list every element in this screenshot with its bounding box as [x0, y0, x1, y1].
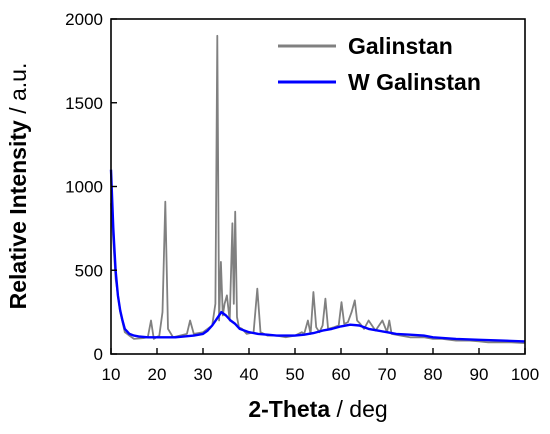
legend-label-galinstan: Galinstan	[348, 33, 453, 59]
legend: Galinstan W Galinstan	[278, 33, 481, 95]
y-axis-title: Relative Intensity / a.u.	[5, 63, 31, 310]
x-tick-label: 10	[102, 365, 121, 384]
series-layer	[109, 34, 526, 344]
x-tick-label: 70	[378, 365, 397, 384]
x-axis-title: 2-Theta / deg	[248, 396, 387, 422]
y-axis-title-main: Relative Intensity	[5, 120, 31, 309]
legend-label-w-galinstan: W Galinstan	[348, 69, 481, 95]
y-tick-label: 0	[94, 345, 103, 364]
y-tick-label: 1500	[65, 94, 103, 113]
x-tick-label: 80	[424, 365, 443, 384]
y-axis: 0 500 1000 1500 2000	[65, 10, 117, 364]
x-tick-label: 100	[511, 365, 539, 384]
x-tick-label: 60	[332, 365, 351, 384]
x-tick-label: 40	[240, 365, 259, 384]
x-axis-title-unit: / deg	[330, 396, 388, 422]
y-axis-title-unit: / a.u.	[5, 63, 31, 121]
x-tick-label: 50	[286, 365, 305, 384]
x-axis: 10 20 30 40 50 60 70 80 90 100	[102, 348, 539, 384]
series-line-w-galinstan	[109, 169, 526, 343]
x-axis-title-main: 2-Theta	[248, 396, 330, 422]
y-tick-label: 500	[75, 261, 103, 280]
y-tick-label: 2000	[65, 10, 103, 29]
y-tick-label: 1000	[65, 178, 103, 197]
x-tick-label: 20	[148, 365, 167, 384]
x-tick-label: 90	[470, 365, 489, 384]
x-tick-label: 30	[194, 365, 213, 384]
